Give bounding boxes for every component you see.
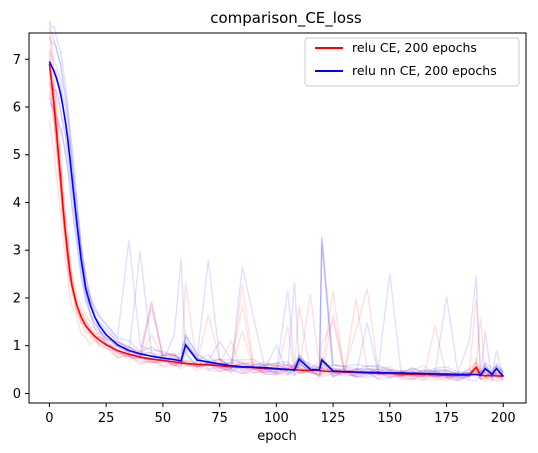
series-1-run-8 xyxy=(49,103,504,382)
series-1-run-6 xyxy=(48,60,504,378)
legend-label-1: relu nn CE, 200 epochs xyxy=(352,63,497,78)
x-tick-label: 25 xyxy=(98,411,115,426)
x-tick-label: 200 xyxy=(491,411,516,426)
y-tick-label: 1 xyxy=(13,339,21,354)
y-tick-label: 3 xyxy=(13,244,21,259)
series-1-run-5 xyxy=(48,96,504,383)
x-tick-label: 150 xyxy=(377,411,402,426)
series-0-run-5 xyxy=(48,81,504,382)
plot-frame xyxy=(28,32,527,404)
x-tick-label: 0 xyxy=(45,411,53,426)
y-tick-label: 0 xyxy=(13,387,21,402)
y-tick-label: 6 xyxy=(13,101,21,116)
legend: relu CE, 200 epochs relu nn CE, 200 epoc… xyxy=(304,37,520,87)
y-tick-label: 2 xyxy=(13,291,21,306)
plot-area xyxy=(48,20,504,383)
series-1-run-7 xyxy=(48,36,504,377)
y-tick-label: 4 xyxy=(13,196,21,211)
y-axis: 0 1 2 3 4 5 6 7 xyxy=(13,53,29,402)
series-0-run-7 xyxy=(48,23,504,378)
y-tick-label: 7 xyxy=(13,53,21,68)
x-axis: 0 25 50 75 100 125 150 175 200 xyxy=(45,403,516,426)
x-tick-label: 50 xyxy=(155,411,172,426)
x-tick-label: 100 xyxy=(264,411,289,426)
x-axis-label: epoch xyxy=(257,429,297,444)
series-0-run-2 xyxy=(48,37,504,378)
x-tick-label: 175 xyxy=(434,411,459,426)
x-tick-label: 125 xyxy=(321,411,346,426)
series-1-run-1 xyxy=(48,20,504,377)
series-1-run-0 xyxy=(48,28,504,379)
x-tick-label: 75 xyxy=(211,411,228,426)
chart-title: comparison_CE_loss xyxy=(210,9,362,28)
series-line-0 xyxy=(48,63,504,378)
series-0-run-1 xyxy=(48,120,504,382)
y-tick-label: 5 xyxy=(13,148,21,163)
legend-label-0: relu CE, 200 epochs xyxy=(352,40,477,55)
legend-box xyxy=(304,37,520,87)
series-line-1 xyxy=(48,61,504,377)
